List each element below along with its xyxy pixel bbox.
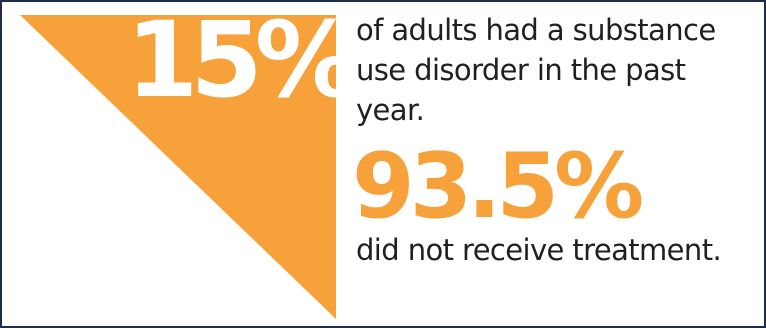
stat-2-description: did not receive treatment. [356, 233, 722, 267]
stat-1-description: of adults had a substance use disorder i… [356, 13, 716, 127]
stat-1-value: 15% [126, 0, 359, 121]
stat-2-value: 93.5% [352, 134, 644, 239]
orange-triangle [20, 15, 336, 319]
triangle-shape [20, 15, 336, 319]
